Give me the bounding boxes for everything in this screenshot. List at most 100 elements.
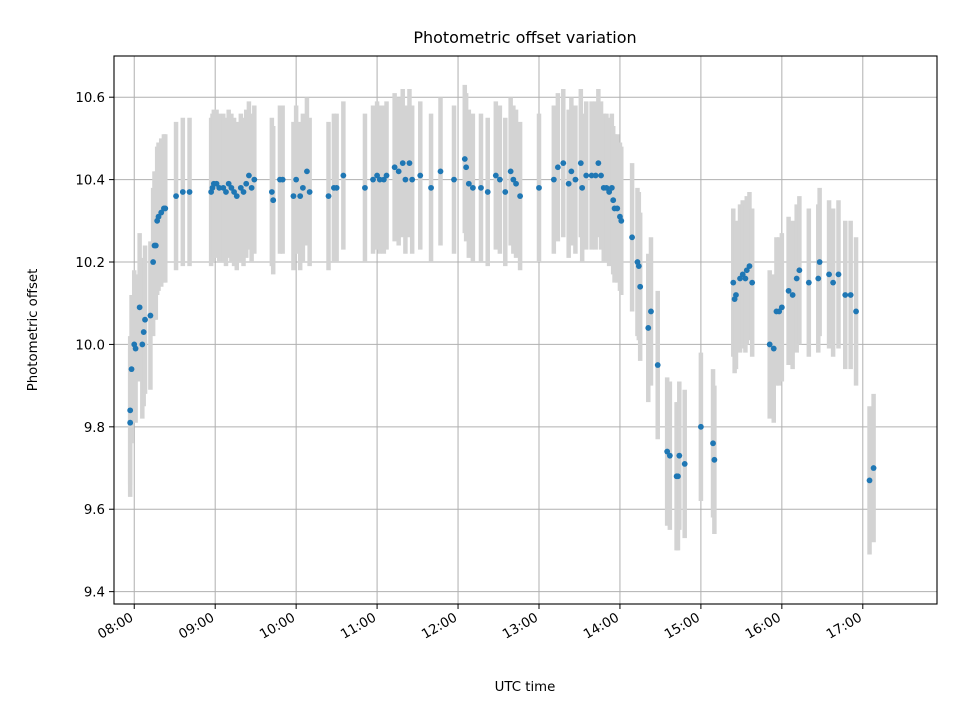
data-point: [776, 308, 783, 315]
data-point: [246, 172, 252, 179]
data-point: [179, 189, 186, 195]
data-point: [142, 316, 148, 323]
data-point: [461, 156, 468, 162]
y-axis-label: Photometric offset: [26, 269, 41, 392]
data-point: [279, 176, 286, 183]
data-point: [237, 184, 244, 191]
data-point: [579, 184, 586, 191]
data-point: [469, 184, 476, 191]
y-tick-label: 10.0: [75, 338, 105, 353]
data-point: [711, 456, 718, 463]
data-point: [778, 304, 785, 311]
data-point: [614, 205, 621, 212]
data-point: [588, 172, 595, 179]
data-point: [796, 267, 803, 274]
data-point: [340, 172, 347, 179]
data-point: [618, 217, 625, 224]
data-point: [550, 176, 557, 183]
data-point: [297, 193, 304, 199]
data-point: [517, 193, 524, 199]
data-point: [870, 465, 877, 471]
data-point: [608, 184, 615, 191]
data-point: [225, 180, 232, 187]
data-point: [380, 176, 387, 183]
data-point: [842, 292, 849, 298]
data-point: [370, 176, 376, 183]
data-point: [606, 189, 613, 195]
data-point: [749, 279, 756, 286]
data-point: [399, 160, 406, 167]
data-point: [383, 172, 390, 179]
data-point: [637, 283, 644, 290]
data-point: [816, 259, 823, 265]
data-point: [299, 184, 306, 191]
data-point: [402, 176, 409, 183]
data-point: [136, 304, 143, 311]
data-point: [162, 205, 169, 212]
data-point: [213, 180, 220, 187]
data-point: [513, 180, 519, 187]
data-point: [325, 193, 332, 199]
y-tick-label: 9.8: [84, 421, 105, 436]
data-point: [228, 184, 235, 191]
data-point: [830, 279, 837, 286]
data-point: [568, 168, 575, 175]
data-point: [666, 452, 673, 459]
data-point: [216, 184, 223, 191]
data-point: [598, 172, 604, 179]
data-point: [648, 308, 654, 315]
data-point: [152, 242, 159, 249]
data-point: [789, 292, 796, 298]
y-tick-label: 10.6: [75, 91, 105, 106]
data-points: [127, 156, 877, 484]
data-point: [463, 164, 470, 171]
data-point: [826, 271, 832, 278]
data-point: [664, 448, 671, 455]
data-point: [737, 275, 743, 282]
data-point: [304, 168, 310, 175]
data-point: [635, 263, 642, 270]
data-point: [496, 176, 503, 183]
data-point: [478, 184, 484, 191]
data-point: [243, 180, 250, 187]
data-point: [147, 312, 154, 319]
data-point: [603, 184, 610, 191]
data-point: [853, 308, 859, 315]
data-point: [186, 189, 193, 195]
data-point: [742, 275, 749, 282]
data-point: [231, 189, 237, 195]
data-point: [502, 189, 509, 195]
data-point: [572, 176, 579, 183]
data-point: [565, 180, 572, 187]
y-tick-label: 10.4: [75, 174, 105, 189]
data-point: [409, 176, 416, 183]
data-point: [492, 172, 499, 179]
data-point: [654, 362, 661, 368]
y-tick-label: 9.4: [84, 586, 105, 601]
plot-frame: [113, 55, 938, 605]
data-point: [140, 329, 147, 335]
data-point: [127, 407, 134, 414]
data-point: [376, 176, 383, 183]
data-point: [697, 423, 704, 430]
data-point: [739, 271, 746, 278]
data-point: [507, 168, 514, 175]
data-point: [251, 176, 258, 183]
data-point: [150, 259, 157, 265]
data-point: [510, 176, 517, 183]
data-point: [240, 189, 247, 195]
data-point: [610, 197, 617, 204]
y-tick-label: 9.6: [84, 503, 105, 518]
data-point: [465, 180, 472, 187]
data-point: [132, 345, 139, 352]
data-point: [681, 461, 688, 467]
data-point: [847, 292, 854, 298]
data-point: [815, 275, 822, 282]
data-point: [428, 184, 434, 191]
data-point: [645, 325, 652, 331]
data-point: [560, 160, 567, 167]
data-point: [270, 197, 277, 204]
data-point: [770, 345, 777, 352]
